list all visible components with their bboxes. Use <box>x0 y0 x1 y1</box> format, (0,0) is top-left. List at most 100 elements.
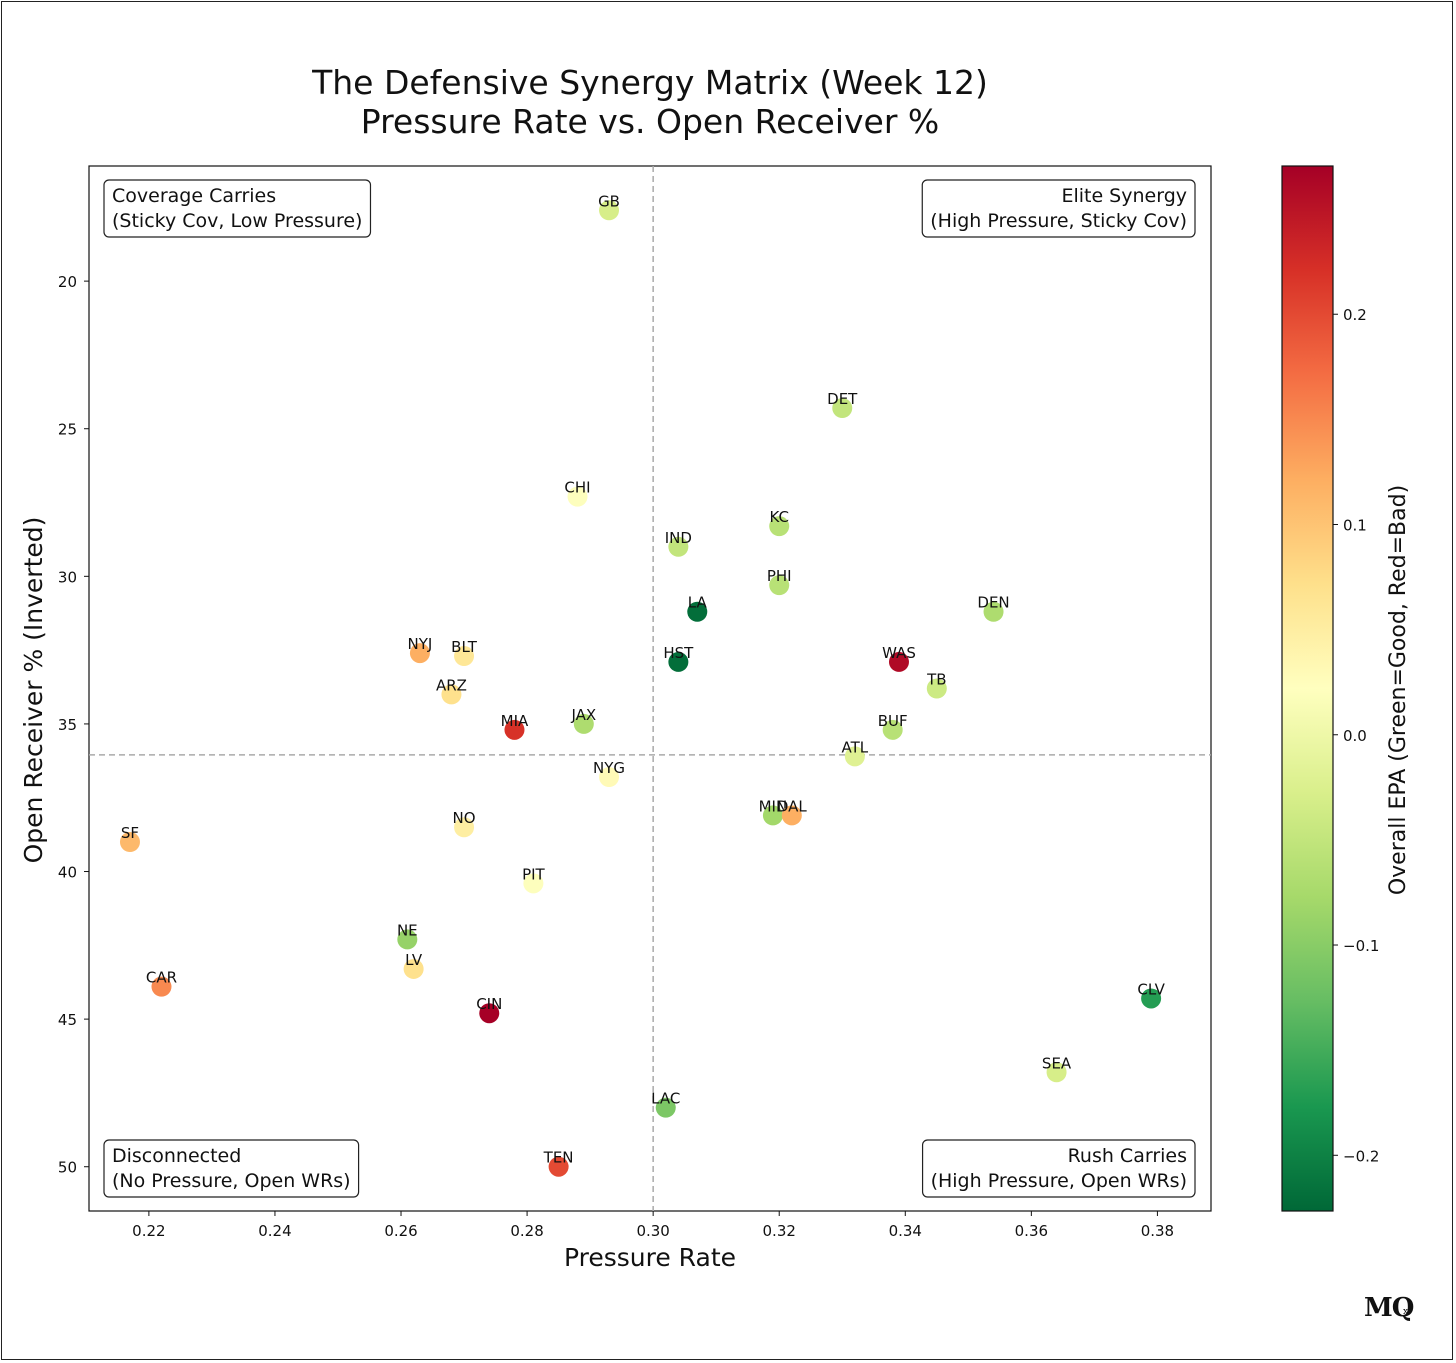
y-tick-label: 20 <box>58 273 77 291</box>
point-atl: ATL <box>842 738 869 767</box>
data-point <box>668 536 689 557</box>
data-point <box>1141 988 1162 1009</box>
data-point <box>769 516 790 537</box>
point-label: WAS <box>882 644 916 662</box>
point-label: MIN <box>759 797 788 815</box>
colorbar-tick-label: 0.1 <box>1343 516 1367 534</box>
quadrant-label-top-left: Coverage Carries (Sticky Cov, Low Pressur… <box>103 179 372 238</box>
colorbar-label: Overall EPA (Green=Good, Red=Bad) <box>1386 485 1411 895</box>
quadrant-box <box>921 1139 1196 1198</box>
point-label: LV <box>405 951 423 969</box>
data-point <box>479 1003 500 1024</box>
x-tick-label: 0.22 <box>132 1222 165 1240</box>
data-point <box>655 1097 676 1118</box>
point-label: NE <box>397 921 418 939</box>
point-hst: HST <box>663 644 694 672</box>
point-label: LAC <box>651 1090 680 1108</box>
point-lv: LV <box>403 951 424 979</box>
quadrant-text: (High Pressure, Open WRs) <box>931 1170 1187 1192</box>
quadrant-text: (High Pressure, Sticky Cov) <box>930 210 1187 232</box>
colorbar-tick-label: −0.2 <box>1343 1147 1379 1165</box>
logo-text: MQ <box>1364 1293 1414 1323</box>
mq-logo: MQ x <box>1364 1293 1428 1329</box>
point-label: TEN <box>543 1149 574 1167</box>
x-tick-label: 0.34 <box>889 1222 922 1240</box>
x-tick-label: 0.32 <box>763 1222 796 1240</box>
point-label: LA <box>688 594 708 612</box>
plot-area: 0.22 0.24 0.26 0.28 0.30 0.32 0.34 0.36 0.38 20 25… <box>58 165 1212 1240</box>
point-label: ATL <box>842 738 869 756</box>
point-label: DET <box>827 390 858 408</box>
point-label: TB <box>926 671 946 689</box>
point-tb: TB <box>926 671 947 699</box>
data-point <box>523 873 544 894</box>
point-kc: KC <box>769 508 790 537</box>
y-tick-label: 35 <box>58 716 77 734</box>
chart-title-line-1: The Defensive Synergy Matrix (Week 12) <box>311 63 988 102</box>
point-label: CLV <box>1137 980 1165 998</box>
point-det: DET <box>827 390 858 419</box>
point-jax: JAX <box>570 706 596 734</box>
data-point <box>573 713 594 734</box>
x-tick-label: 0.38 <box>1141 1222 1174 1240</box>
point-label: KC <box>769 508 789 526</box>
point-label: IND <box>665 529 692 547</box>
point-ne: NE <box>397 921 418 950</box>
point-la: LA <box>687 594 707 622</box>
data-point <box>844 746 865 767</box>
data-point <box>882 719 903 740</box>
logo-mark: x <box>1403 1307 1408 1317</box>
point-nyj: NYJ <box>408 635 433 664</box>
point-clv: CLV <box>1137 980 1166 1009</box>
x-tick-label: 0.24 <box>258 1222 291 1240</box>
point-label: PHI <box>767 567 792 585</box>
data-point <box>454 646 475 667</box>
point-phi: PHI <box>767 567 792 596</box>
quadrant-text: (Sticky Cov, Low Pressure) <box>112 210 362 232</box>
point-label: PIT <box>522 865 545 883</box>
data-point <box>441 684 462 705</box>
point-chi: CHI <box>564 479 591 507</box>
quadrant-box <box>921 179 1196 238</box>
point-no: NO <box>453 809 476 838</box>
quadrant-box <box>103 179 372 238</box>
point-label: NYJ <box>408 635 433 653</box>
data-point <box>504 719 525 740</box>
plot-frame <box>88 165 1212 1212</box>
point-label: SEA <box>1042 1054 1072 1072</box>
point-label: DAL <box>777 797 808 815</box>
point-label: MIA <box>501 712 529 730</box>
data-point <box>567 486 588 507</box>
data-point <box>599 767 620 788</box>
quadrant-text: (No Pressure, Open WRs) <box>112 1170 351 1192</box>
data-point <box>769 575 790 596</box>
point-arz: ARZ <box>436 676 467 705</box>
point-blt: BLT <box>451 638 478 667</box>
colorbar: −0.2 −0.1 0.0 0.1 0.2 <box>1281 165 1379 1212</box>
y-tick-label: 25 <box>58 421 77 439</box>
quadrant-text: Elite Synergy <box>1061 185 1187 207</box>
x-tick-label: 0.26 <box>384 1222 417 1240</box>
point-car: CAR <box>146 969 177 997</box>
point-label: ARZ <box>436 676 467 694</box>
quadrant-label-bottom-left: Disconnected (No Pressure, Open WRs) <box>103 1139 360 1198</box>
point-label: GB <box>598 192 620 210</box>
colorbar-tick-label: 0.0 <box>1343 727 1367 745</box>
point-label: CIN <box>476 995 502 1013</box>
point-label: JAX <box>570 706 596 724</box>
point-label: BLT <box>451 638 478 656</box>
y-tick-label: 40 <box>58 864 77 882</box>
x-tick-label: 0.28 <box>510 1222 543 1240</box>
quadrant-label-top-right: Elite Synergy (High Pressure, Sticky Cov) <box>921 179 1196 238</box>
point-den: DEN <box>977 594 1010 622</box>
point-label: NYG <box>593 759 625 777</box>
point-lac: LAC <box>651 1090 680 1118</box>
point-label: HST <box>663 644 694 662</box>
data-point <box>409 643 430 664</box>
point-sea: SEA <box>1042 1054 1072 1083</box>
data-point <box>151 976 172 997</box>
data-point <box>781 805 802 826</box>
quadrant-text: Rush Carries <box>1068 1145 1187 1167</box>
